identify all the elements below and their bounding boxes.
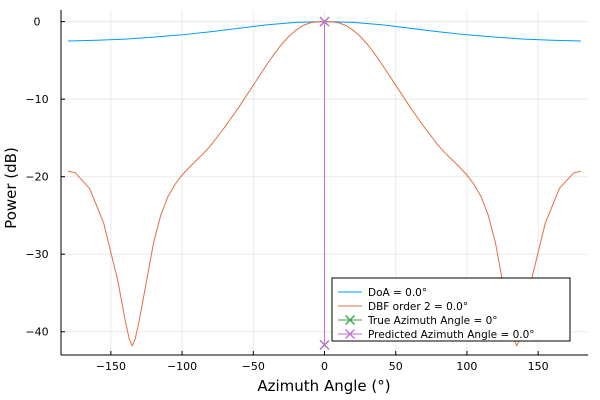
- y-tick-label: 0: [34, 16, 41, 29]
- y-tick-label: −40: [25, 326, 48, 339]
- x-ticks: −150 −100 −50 0 50 100 150: [96, 351, 549, 373]
- y-tick-label: −10: [25, 93, 48, 106]
- y-axis-label: Power (dB): [2, 147, 20, 229]
- legend-box: [331, 277, 571, 342]
- legend-item-2: True Azimuth Angle = 0°: [338, 315, 498, 327]
- legend-marker-2: [345, 315, 355, 325]
- legend-label: DoA = 0.0°: [368, 287, 427, 299]
- y-ticks: 0 −10 −20 −30 −40: [25, 16, 65, 339]
- series-layer: [68, 16, 581, 350]
- legend-item-0: DoA = 0.0°: [338, 287, 427, 299]
- legend: DoA = 0.0° DBF order 2 = 0.0° True Azimuth…: [331, 277, 571, 342]
- series-3-point-1: [319, 339, 330, 350]
- y-tick-label: −20: [25, 171, 48, 184]
- legend-label: Predicted Azimuth Angle = 0.0°: [368, 329, 535, 341]
- x-tick-label: 50: [389, 360, 403, 373]
- x-tick-label: 100: [456, 360, 477, 373]
- x-tick-label: −150: [96, 360, 126, 373]
- series-3-point-0: [319, 16, 330, 27]
- x-tick-label: −50: [242, 360, 265, 373]
- legend-label: DBF order 2 = 0.0°: [368, 301, 468, 313]
- x-tick-label: 150: [528, 360, 549, 373]
- x-tick-label: 0: [321, 360, 328, 373]
- series-3: [319, 16, 330, 350]
- legend-item-1: DBF order 2 = 0.0°: [338, 301, 468, 313]
- x-tick-label: −100: [167, 360, 197, 373]
- x-axis-label: Azimuth Angle (°): [257, 377, 390, 395]
- legend-item-3: Predicted Azimuth Angle = 0.0°: [338, 329, 535, 341]
- legend-label: True Azimuth Angle = 0°: [367, 315, 498, 327]
- legend-marker-3: [345, 329, 355, 339]
- y-tick-label: −30: [25, 248, 48, 261]
